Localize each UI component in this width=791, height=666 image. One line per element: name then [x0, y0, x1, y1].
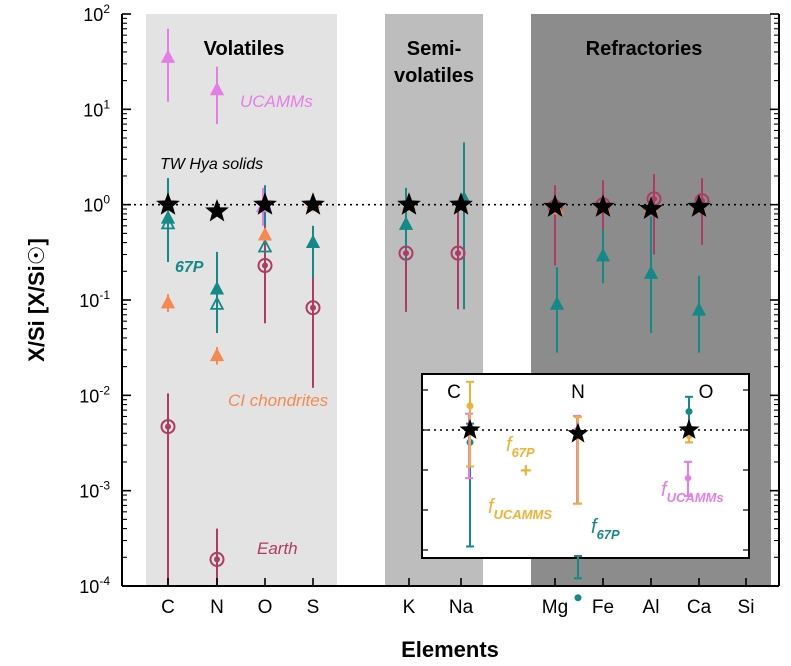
xtick-label-C: C	[161, 597, 175, 618]
xtick-label-K: K	[403, 597, 416, 618]
point-dot-earth-O	[262, 262, 268, 269]
point-tw-hya-solids-Fe	[591, 194, 615, 217]
point-67p-open--O	[257, 238, 273, 253]
xtick-label-N: N	[210, 597, 224, 618]
inset-panel	[421, 373, 750, 559]
inset-label-f67p-plus-plus: +	[520, 460, 532, 482]
ytick-label: 10-2	[79, 383, 110, 406]
point-67p-open--C	[160, 215, 176, 230]
xtick-label-Fe: Fe	[592, 597, 614, 618]
ytick-label: 10-1	[79, 288, 110, 311]
point-tw-hya-solids-Mg	[543, 194, 567, 217]
xtick-label-Ca: Ca	[687, 597, 712, 618]
band-label-semi-line2: volatiles	[394, 65, 474, 87]
xtick-label-S: S	[307, 597, 320, 618]
inset-cat-label-C: C	[447, 382, 461, 403]
inset-point-tw-hya-solids-C	[459, 419, 481, 439]
inset-label-fucamms-pink: fUCAMMs	[661, 479, 724, 505]
point-tw-hya-solids-Na	[449, 192, 473, 215]
point-dot-earth-S	[310, 304, 316, 311]
label-ci-chondrites: CI chondrites	[228, 391, 329, 410]
xtick-label-Mg: Mg	[542, 597, 568, 618]
point-dot-earth-N	[214, 556, 220, 563]
xtick-label-Al: Al	[643, 597, 660, 618]
inset-point-tw-hya-solids-N	[567, 422, 589, 443]
band-label-refractories: Refractories	[586, 38, 703, 60]
point-earth-O	[257, 258, 273, 274]
band-label-semi-line1: Semi-	[407, 38, 461, 60]
ytick-label: 102	[83, 2, 110, 25]
ytick-label: 10-3	[79, 479, 110, 502]
point-ucamms-C	[160, 49, 176, 63]
point-tw-hya-solids-Ca	[687, 194, 711, 217]
inset-point-f-67p-f-ucamms-O	[684, 474, 692, 482]
point-67p-N	[209, 281, 225, 295]
point-earth-N	[209, 551, 225, 567]
point-dot-earth-Na	[455, 250, 461, 257]
point-dot-earth-Al	[651, 195, 657, 202]
point-67p-Mg	[549, 296, 565, 310]
label-ucamms: UCAMMs	[240, 92, 313, 111]
point-earth-C	[160, 419, 176, 435]
band-0	[146, 14, 337, 586]
y-axis-title: X/Si [X/Si☉]	[24, 238, 49, 362]
inset-point-f-67p-N	[574, 594, 582, 602]
band-label-volatiles: Volatiles	[204, 38, 285, 60]
point-tw-hya-solids-N	[205, 198, 229, 222]
point-67p-Al	[643, 265, 659, 279]
inset-cat-label-N: N	[571, 382, 585, 403]
point-tw-hya-solids-Al	[639, 196, 663, 220]
point-tw-hya-solids-K	[397, 192, 421, 215]
point-earth-K	[398, 245, 414, 261]
point-ci-chondrites-O	[257, 226, 273, 241]
point-tw-hya-solids-C	[156, 192, 180, 215]
xtick-label-Si: Si	[738, 597, 755, 618]
point-tw-hya-solids-S	[301, 192, 325, 215]
inset-point-f-ucamms-C	[466, 402, 474, 410]
point-dot-earth-K	[403, 250, 409, 257]
xtick-label-O: O	[258, 597, 273, 618]
point-tw-hya-solids-O	[253, 192, 277, 215]
point-67p-S	[305, 234, 321, 249]
point-67p-Fe	[595, 247, 611, 262]
point-ci-chondrites-N	[209, 347, 225, 362]
label-67p: 67P	[175, 259, 204, 276]
point-earth-Na	[450, 245, 466, 261]
inset-point-f-67p-O	[685, 408, 693, 416]
ytick-label: 101	[83, 97, 110, 120]
x-axis-title: Elements	[401, 637, 499, 662]
point-dot-earth-C	[165, 423, 171, 430]
inset-label-f67p-plus: f67P	[506, 434, 535, 460]
ytick-label: 100	[83, 193, 110, 216]
label-earth: Earth	[257, 539, 298, 558]
point-67p-Ca	[691, 302, 707, 316]
inset-label-f67p: f67P	[591, 516, 620, 542]
label-tw-hya: TW Hya solids	[160, 156, 263, 173]
point-67p-K	[398, 216, 414, 230]
point-ucamms-N	[209, 81, 225, 96]
inset-cat-label-O: O	[699, 382, 714, 403]
point-ci-chondrites-C	[160, 294, 176, 309]
inset-point-tw-hya-solids-O	[678, 419, 700, 439]
inset-label-fucamms: fUCAMMS	[488, 496, 552, 522]
point-earth-S	[305, 300, 321, 316]
point-67p-open--N	[209, 295, 225, 310]
ytick-label: 10-4	[79, 574, 110, 597]
xtick-label-Na: Na	[449, 597, 474, 618]
